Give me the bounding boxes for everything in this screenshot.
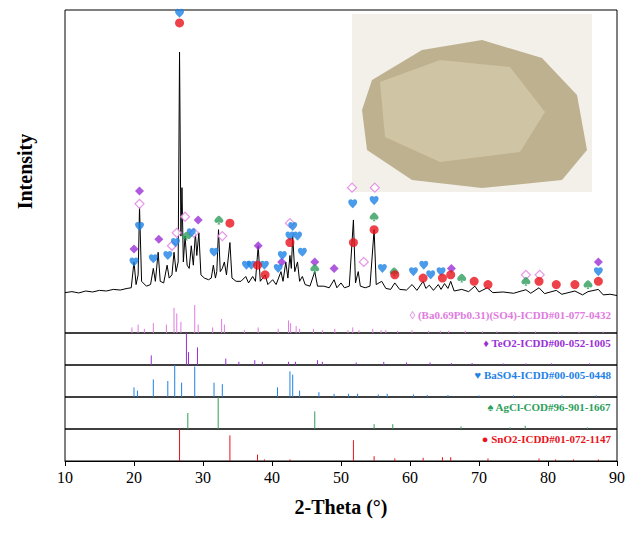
svg-text:♠ AgCl-COD#96-901-1667: ♠ AgCl-COD#96-901-1667	[488, 401, 611, 413]
svg-text:♦ TeO2-ICDD#00-052-1005: ♦ TeO2-ICDD#00-052-1005	[483, 337, 611, 349]
svg-text:50: 50	[333, 469, 349, 486]
svg-text:40: 40	[264, 469, 280, 486]
svg-text:70: 70	[471, 469, 487, 486]
svg-text:10: 10	[57, 469, 73, 486]
svg-text:Intensity: Intensity	[14, 134, 37, 210]
svg-text:30: 30	[195, 469, 211, 486]
svg-text:90: 90	[609, 469, 625, 486]
svg-text:◊ (Ba0.69Pb0.31)(SO4)-ICDD#01-: ◊ (Ba0.69Pb0.31)(SO4)-ICDD#01-077-0432	[410, 309, 612, 322]
svg-text:20: 20	[126, 469, 142, 486]
svg-text:2-Theta (°): 2-Theta (°)	[295, 496, 388, 519]
svg-text:80: 80	[540, 469, 556, 486]
svg-text:● SnO2-ICDD#01-072-1147: ● SnO2-ICDD#01-072-1147	[482, 433, 612, 445]
svg-text:60: 60	[402, 469, 418, 486]
svg-text:♥ BaSO4-ICDD#00-005-0448: ♥ BaSO4-ICDD#00-005-0448	[475, 369, 612, 381]
